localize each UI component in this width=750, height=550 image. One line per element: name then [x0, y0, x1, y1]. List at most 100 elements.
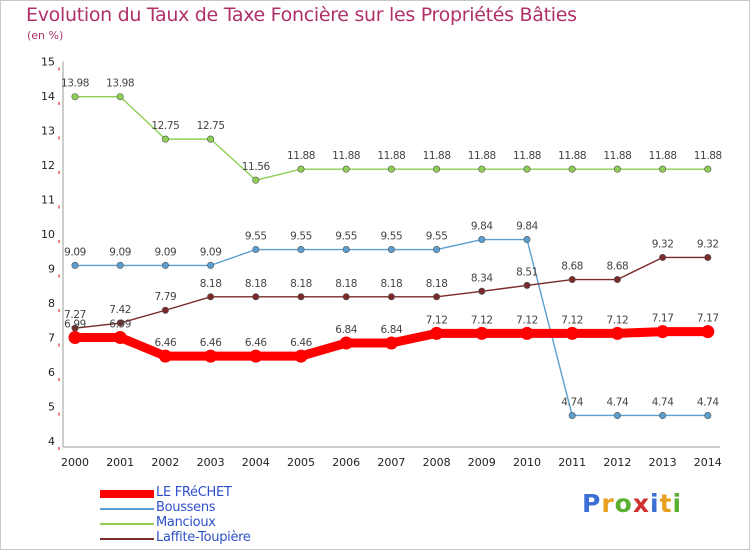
- data-label: 9.55: [290, 231, 312, 243]
- data-point: [113, 331, 127, 344]
- data-label: 11.88: [468, 150, 496, 162]
- tick-labels: 4 5 6 7 8 9 10 11 12 13 14 15 2000 2001 2002 2003 2004 20…: [41, 56, 722, 470]
- data-label: 6.84: [381, 324, 403, 336]
- data-point: [701, 325, 715, 339]
- legend-swatch: [100, 490, 154, 498]
- series-le-fr-chet: [68, 325, 715, 363]
- data-point: [342, 165, 350, 173]
- data-label: 7.42: [109, 304, 131, 316]
- data-point: [568, 165, 576, 173]
- y-tick-label: 8: [48, 297, 55, 310]
- data-label: 8.18: [290, 278, 312, 290]
- data-labels: 6.46 6.46 6.46 6.46 6.84 6.84 7.12 7.12 7.12 7.12…: [61, 78, 722, 409]
- data-point: [116, 261, 124, 269]
- data-point: [659, 411, 667, 419]
- data-point: [252, 246, 260, 254]
- data-label: 12.75: [197, 120, 225, 132]
- data-point: [433, 293, 441, 301]
- data-point: [478, 287, 486, 295]
- y-tick-label: 10: [41, 228, 55, 241]
- data-label: 8.68: [607, 261, 629, 273]
- x-tick-label: 2010: [513, 456, 541, 469]
- data-label: 7.12: [471, 314, 493, 326]
- data-point: [294, 349, 308, 363]
- y-tick-label: 15: [41, 56, 55, 69]
- data-point: [565, 326, 579, 340]
- data-label: 7.17: [697, 313, 719, 325]
- x-tick-label: 2003: [197, 456, 225, 469]
- data-point: [659, 165, 667, 173]
- data-point: [68, 331, 82, 344]
- data-point: [387, 246, 395, 254]
- data-point: [161, 261, 169, 269]
- data-label: 11.88: [513, 150, 541, 162]
- x-tick-label: 2008: [423, 456, 451, 469]
- legend-label: Laffite-Toupière: [156, 530, 251, 545]
- y-tick-label: 6: [48, 366, 55, 379]
- legend-label: Mancioux: [156, 515, 216, 530]
- data-point: [430, 326, 444, 340]
- data-point: [384, 336, 398, 350]
- x-tick-label: 2013: [649, 456, 677, 469]
- proxiti-logo: Proxiti: [582, 489, 682, 518]
- data-label: 6.46: [290, 337, 312, 349]
- data-label: 11.88: [558, 150, 586, 162]
- legend-label: Boussens: [156, 500, 216, 515]
- data-point: [478, 165, 486, 173]
- y-tick-label: 11: [41, 194, 55, 207]
- data-label: 7.12: [516, 314, 538, 326]
- data-label: 11.88: [694, 150, 722, 162]
- data-point: [704, 411, 712, 419]
- data-point: [297, 293, 305, 301]
- data-point: [71, 261, 79, 269]
- x-tick-label: 2009: [468, 456, 496, 469]
- data-point: [656, 325, 670, 339]
- data-point: [249, 349, 263, 363]
- series-boussens: [71, 236, 712, 419]
- data-point: [610, 326, 624, 340]
- data-label: 11.88: [287, 150, 315, 162]
- x-tick-label: 2011: [558, 456, 586, 469]
- data-point: [475, 326, 489, 340]
- data-point: [161, 306, 169, 314]
- data-label: 8.51: [516, 266, 538, 278]
- chart-axes: [58, 61, 720, 450]
- data-point: [116, 319, 124, 327]
- data-point: [433, 246, 441, 254]
- data-label: 6.99: [64, 319, 86, 331]
- data-point: [297, 165, 305, 173]
- data-label: 12.75: [151, 120, 179, 132]
- data-label: 9.84: [471, 221, 493, 233]
- data-label: 9.55: [426, 231, 448, 243]
- data-label: 8.34: [471, 272, 493, 284]
- chart-title: Evolution du Taux de Taxe Foncière sur l…: [26, 4, 577, 26]
- data-point: [568, 411, 576, 419]
- logo-letter: i: [672, 489, 683, 518]
- y-tick-label: 12: [41, 159, 55, 172]
- series-mancioux: [71, 93, 712, 184]
- data-label: 8.18: [335, 278, 357, 290]
- data-label: 11.88: [377, 150, 405, 162]
- data-label: 9.09: [200, 246, 222, 258]
- legend-swatch: [100, 523, 154, 525]
- data-label: 11.88: [649, 150, 677, 162]
- series-laffite-toupi-re: [71, 253, 712, 332]
- data-point: [613, 165, 621, 173]
- data-point: [252, 293, 260, 301]
- data-label: 7.12: [561, 314, 583, 326]
- data-label: 6.46: [245, 337, 267, 349]
- data-label: 4.74: [607, 396, 629, 408]
- data-label: 7.12: [426, 314, 448, 326]
- data-point: [520, 326, 534, 340]
- x-tick-label: 2006: [332, 456, 360, 469]
- data-label: 4.74: [697, 396, 719, 408]
- data-point: [207, 261, 215, 269]
- y-tick-label: 4: [48, 435, 55, 448]
- data-point: [116, 93, 124, 101]
- y-tick-label: 7: [48, 332, 55, 345]
- x-tick-label: 2012: [603, 456, 631, 469]
- logo-letter: i: [650, 489, 660, 518]
- legend-swatch: [100, 508, 154, 510]
- data-label: 9.32: [697, 238, 719, 250]
- data-point: [297, 246, 305, 254]
